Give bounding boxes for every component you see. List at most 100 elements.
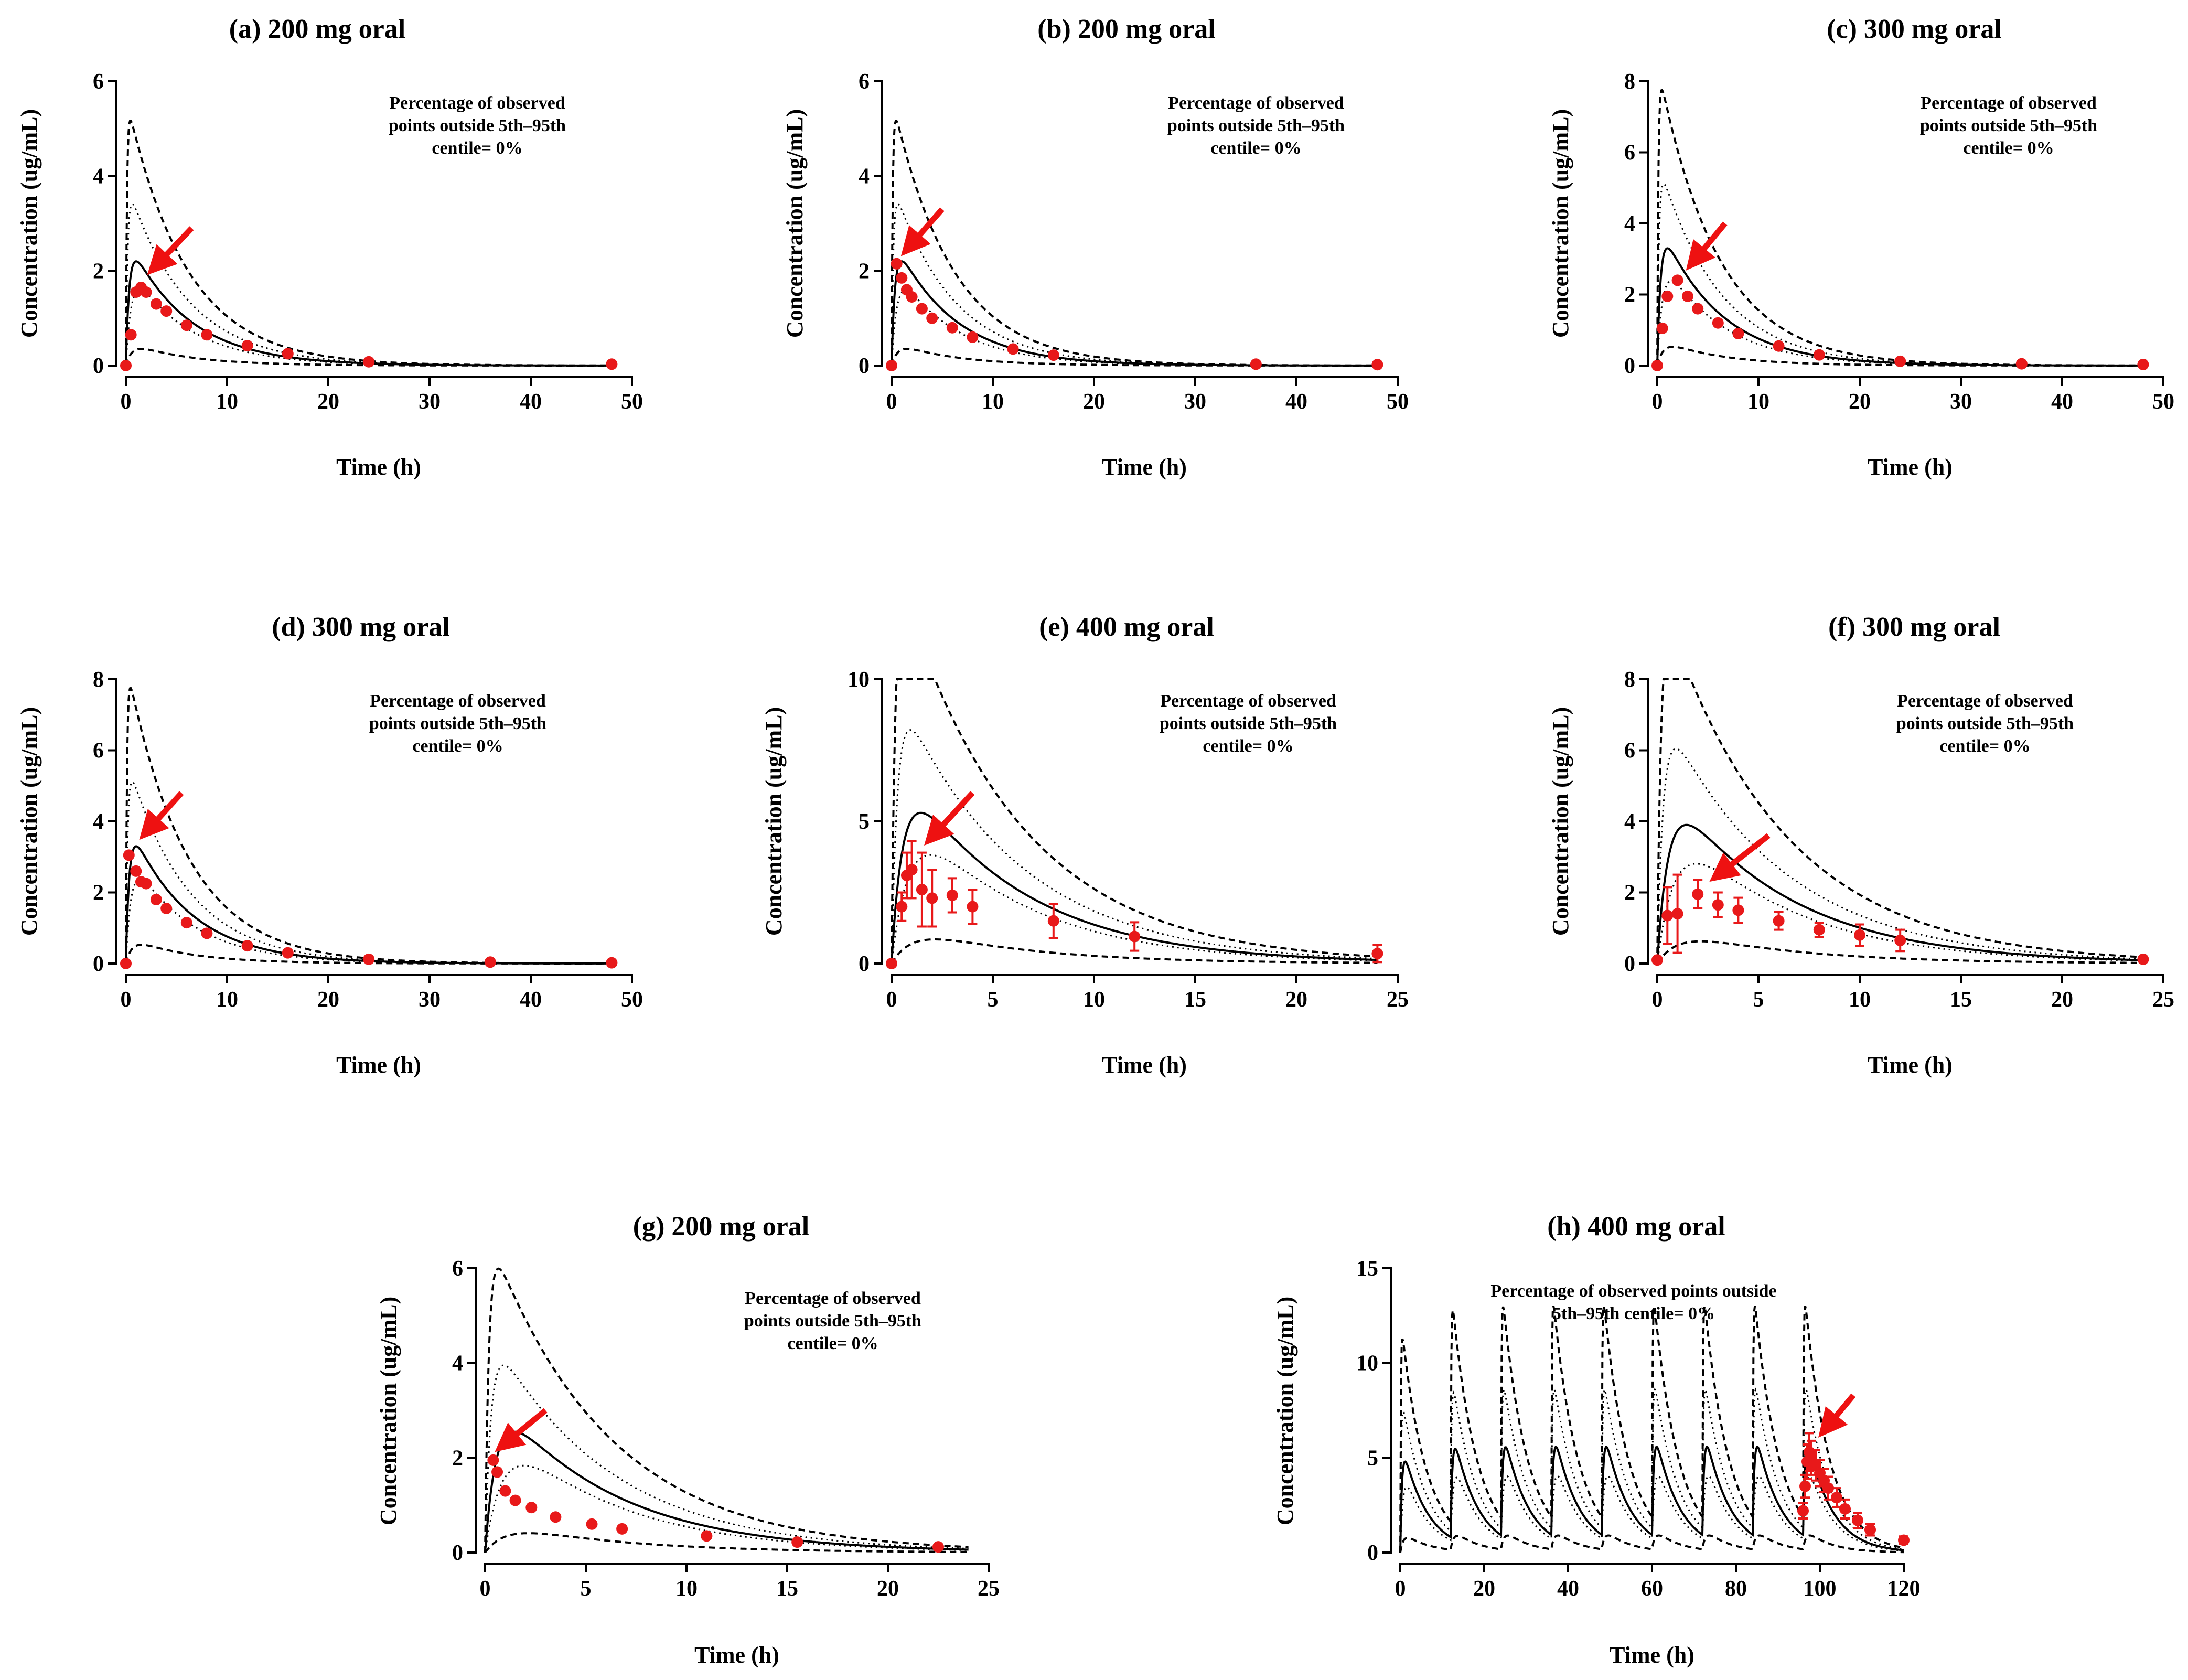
observed-point xyxy=(946,322,958,334)
observed-point xyxy=(926,312,938,324)
panel-d: (d) 300 mg oral Time (h) Concentration (… xyxy=(16,612,643,1078)
cmax-arrow xyxy=(147,226,194,275)
x-tick-label: 25 xyxy=(978,1577,1000,1601)
y-tick-label: 6 xyxy=(93,739,104,763)
cmax-arrow xyxy=(900,207,945,256)
observed-point xyxy=(616,1523,628,1535)
y-tick-label: 0 xyxy=(1624,354,1635,378)
x-tick-label: 40 xyxy=(1557,1577,1579,1601)
observed-point xyxy=(1681,290,1693,302)
x-axis-label: Time (h) xyxy=(1610,1642,1694,1668)
panel-title: (d) 300 mg oral xyxy=(272,612,449,642)
observed-point xyxy=(1656,322,1668,334)
observed-point xyxy=(2137,358,2149,370)
annotation-line-1: Percentage of observed xyxy=(389,93,565,113)
observed-point xyxy=(1692,303,1704,315)
observed-point xyxy=(916,884,928,896)
observed-point xyxy=(701,1530,713,1542)
panel-a: (a) 200 mg oral Time (h) Concentration (… xyxy=(16,14,643,480)
observed-point xyxy=(487,1454,499,1466)
cmax-arrow xyxy=(1709,833,1771,882)
p95-line xyxy=(1399,1306,1904,1553)
y-axis-label: Concentration (ug/mL) xyxy=(1272,1297,1298,1525)
observed-point xyxy=(180,917,192,929)
annotation-line-2: points outside 5th–95th xyxy=(1920,116,2097,135)
observed-point xyxy=(967,901,979,913)
median-line xyxy=(484,1430,969,1553)
x-tick-label: 10 xyxy=(1083,988,1105,1012)
observed-point xyxy=(282,348,294,360)
x-tick-label: 30 xyxy=(1184,390,1206,414)
y-tick-label: 4 xyxy=(1624,212,1635,236)
x-tick-label: 40 xyxy=(2051,390,2073,414)
observed-point xyxy=(282,947,294,959)
panel-title: (h) 400 mg oral xyxy=(1547,1212,1725,1242)
x-axis-label: Time (h) xyxy=(336,454,421,480)
y-tick-label: 8 xyxy=(93,668,104,692)
p95-line xyxy=(1656,678,2143,964)
observed-point xyxy=(150,894,162,906)
x-tick-label: 10 xyxy=(1849,988,1871,1012)
y-tick-label: 8 xyxy=(1624,668,1635,692)
observed-point xyxy=(886,958,897,969)
y-tick-label: 2 xyxy=(1624,881,1635,905)
x-tick-label: 15 xyxy=(1950,988,1972,1012)
y-tick-label: 0 xyxy=(452,1541,463,1565)
annotation-line-3: centile= 0% xyxy=(1203,736,1293,756)
x-tick-label: 20 xyxy=(877,1577,899,1601)
x-tick-label: 25 xyxy=(2152,988,2174,1012)
panel-title: (c) 300 mg oral xyxy=(1827,14,2002,44)
y-tick-label: 0 xyxy=(859,952,870,976)
x-tick-label: 0 xyxy=(121,390,132,414)
x-tick-label: 5 xyxy=(1753,988,1764,1012)
observed-point xyxy=(2015,358,2028,370)
annotation-line-1: Percentage of observed xyxy=(1160,691,1336,711)
observed-point xyxy=(1831,1492,1842,1504)
observed-point xyxy=(1894,355,1906,367)
y-tick-label: 5 xyxy=(859,810,870,834)
observed-point xyxy=(916,303,928,315)
y-tick-label: 6 xyxy=(1624,141,1635,165)
p25-line xyxy=(484,1464,969,1553)
observed-point xyxy=(241,340,253,352)
observed-point xyxy=(1732,904,1744,916)
annotation-line-3: centile= 0% xyxy=(787,1334,878,1353)
x-tick-label: 20 xyxy=(2051,988,2073,1012)
y-tick-label: 4 xyxy=(859,165,870,189)
y-tick-label: 0 xyxy=(93,354,104,378)
y-axis-label: Concentration (ug/mL) xyxy=(1548,109,1573,338)
y-tick-label: 4 xyxy=(93,810,104,834)
panel-b: (b) 200 mg oral Time (h) Concentration (… xyxy=(782,14,1409,480)
observed-point xyxy=(1651,360,1663,371)
observed-point xyxy=(140,878,152,890)
x-axis-label: Time (h) xyxy=(694,1642,779,1668)
y-tick-label: 6 xyxy=(93,70,104,94)
y-tick-label: 2 xyxy=(452,1446,463,1470)
observed-point xyxy=(1894,934,1906,946)
annotation-line-3: centile= 0% xyxy=(1963,138,2054,158)
x-tick-label: 80 xyxy=(1725,1577,1747,1601)
observed-point xyxy=(525,1502,538,1514)
observed-point xyxy=(1813,349,1825,361)
observed-point xyxy=(130,865,142,877)
p75-line xyxy=(1656,183,2143,367)
observed-point xyxy=(1854,929,1865,941)
x-tick-label: 20 xyxy=(317,390,339,414)
cmax-arrow xyxy=(495,1408,548,1452)
observed-point xyxy=(499,1485,511,1497)
annotation-line-1: Percentage of observed xyxy=(745,1289,921,1308)
x-tick-label: 120 xyxy=(1887,1577,1921,1601)
p25-line xyxy=(891,854,1378,964)
x-tick-label: 40 xyxy=(520,390,542,414)
annotation-line-2: points outside 5th–95th xyxy=(369,714,546,733)
observed-point xyxy=(160,305,173,317)
y-tick-label: 0 xyxy=(1624,952,1635,976)
annotation-line-3: centile= 0% xyxy=(412,736,503,756)
x-axis-label: Time (h) xyxy=(1102,454,1187,480)
observed-point xyxy=(160,902,173,914)
p05-line xyxy=(891,938,1378,965)
x-tick-label: 10 xyxy=(216,390,238,414)
x-axis-label: Time (h) xyxy=(1868,454,1953,480)
observed-point xyxy=(891,258,903,270)
